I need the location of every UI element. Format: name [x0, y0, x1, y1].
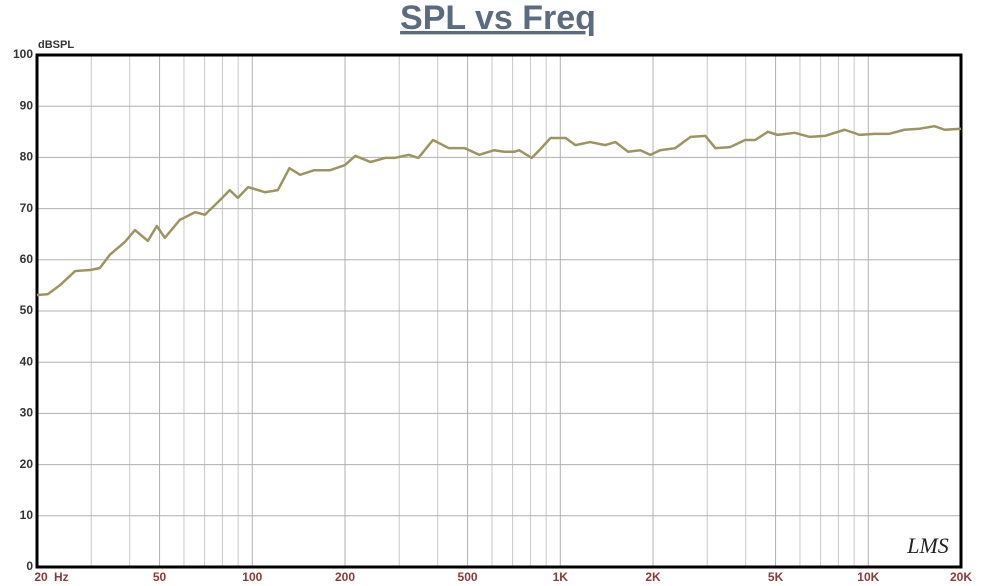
- x-tick-label: 5K: [768, 570, 784, 584]
- y-axis-label: dBSPL: [38, 39, 74, 51]
- x-tick-label: 20K: [950, 570, 972, 584]
- y-tick-label: 30: [20, 406, 34, 420]
- y-tick-label: 40: [20, 354, 34, 368]
- y-tick-label: 100: [13, 47, 33, 61]
- y-tick-label: 90: [20, 98, 34, 112]
- y-tick-label: 70: [20, 201, 34, 215]
- plot-frame: [35, 53, 963, 569]
- x-tick-label: 200: [335, 570, 355, 584]
- y-tick-label: 20: [20, 457, 34, 471]
- x-tick-label: 500: [458, 570, 478, 584]
- chart-title: SPL vs Freq: [400, 0, 596, 37]
- y-tick-label: 50: [20, 303, 34, 317]
- x-tick-label: 50: [153, 570, 167, 584]
- x-axis-label: Hz: [54, 570, 69, 584]
- x-tick-label: 20: [34, 570, 48, 584]
- x-tick-label: 1K: [553, 570, 569, 584]
- spl-line: [36, 124, 962, 297]
- x-tick-label: 10K: [857, 570, 879, 584]
- y-tick-label: 60: [20, 252, 34, 266]
- y-tick-label: 10: [20, 508, 34, 522]
- y-tick-label: 0: [26, 559, 33, 573]
- x-tick-label: 2K: [645, 570, 661, 584]
- x-tick-label: 100: [242, 570, 262, 584]
- y-tick-label: 80: [20, 150, 34, 164]
- watermark: LMS: [906, 533, 949, 558]
